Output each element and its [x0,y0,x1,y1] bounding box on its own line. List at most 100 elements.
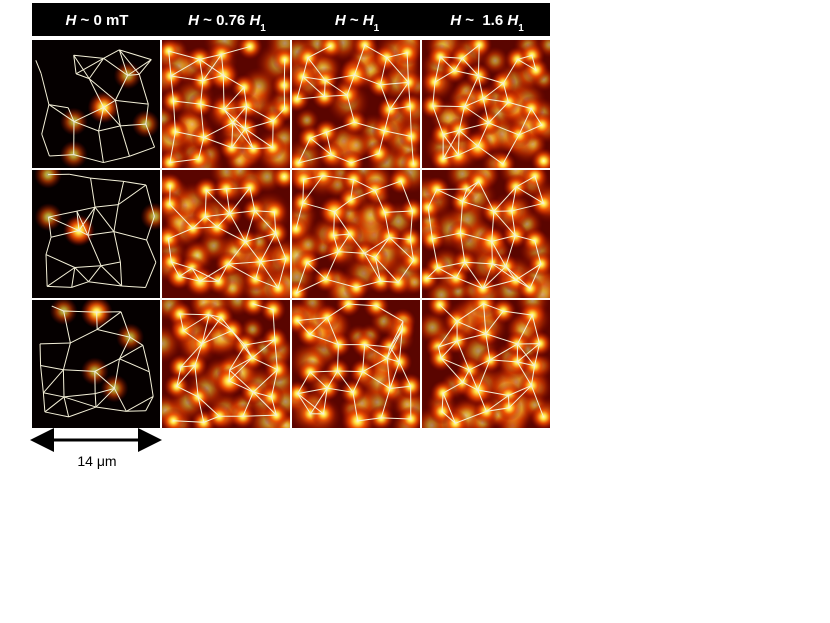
network-edge [98,130,104,163]
network-edge [325,132,332,155]
network-edge [309,317,328,335]
network-edge [482,263,493,289]
network-edge [172,100,176,132]
network-edge [436,188,467,191]
network-edge [88,78,105,108]
network-edge [353,179,376,191]
network-edge [245,232,276,243]
network-edge [389,82,409,110]
network-edge [437,261,465,269]
network-edge [87,231,114,236]
network-edge [327,387,354,393]
network-edge [389,105,411,110]
network-edge [297,371,311,394]
network-edge [333,233,350,236]
network-edge [171,261,193,269]
network-edge [384,130,412,138]
panel [162,170,290,298]
network-edge [46,267,76,287]
network-edge [205,189,231,214]
network-edge [49,154,74,157]
network-edge [503,310,533,316]
network-edge [298,137,311,164]
network-edge [434,56,441,83]
network-edge [63,369,95,372]
network-edge [531,314,540,344]
network-edge [427,189,438,208]
network-edge [507,395,510,408]
network-edge [183,330,203,345]
network-edge [362,344,366,372]
vortex [338,149,365,168]
network-edge [179,313,184,331]
network-edge [251,339,276,359]
network-edge [456,340,470,371]
network-edge [126,396,154,412]
network-edge [459,201,464,234]
network-edge [146,216,155,241]
network-edge [489,359,518,363]
network-edge [45,237,52,255]
panel [422,40,550,168]
network-edge [244,339,275,346]
network-edge [76,210,89,236]
network-edge [464,261,484,289]
network-edge [485,310,504,335]
network-edge [491,235,516,242]
network-edge [427,207,433,239]
network-edge [192,216,206,229]
network-edge [493,186,517,212]
network-edge [384,109,391,132]
network-edge [94,204,119,208]
network-edge [170,75,203,82]
network-edge [431,238,439,268]
network-edge [296,278,327,294]
vortex [292,280,310,298]
network-edge [103,107,121,127]
network-edge [508,101,532,110]
network-edge [477,75,484,99]
network-edge [511,210,516,236]
network-edge [455,262,466,278]
network-edge [120,311,131,338]
network-edge [438,340,458,348]
network-edge [530,385,544,418]
network-edge [216,226,246,243]
network-edge [113,358,120,389]
network-edge [432,105,465,108]
network-edge [145,104,149,125]
network-edge [325,74,355,81]
network-edge [50,230,80,238]
network-edge [203,122,234,138]
network-edge [389,321,404,348]
network-edge [272,309,276,340]
network-edge [225,188,231,214]
vortex [400,150,420,168]
network-edge [249,187,256,211]
network-edge [483,303,504,312]
network-edge [168,50,200,60]
header-part: H [507,12,519,29]
network-edge [63,310,97,313]
network-edge [120,123,146,127]
network-edge [426,277,457,280]
panel [422,170,550,298]
vortex [363,300,390,319]
network-edge [200,103,225,110]
network-edge [337,370,354,393]
network-edge [255,261,262,280]
network-edge [245,241,261,263]
network-edge [71,267,76,288]
network-edge [466,181,480,190]
network-edge [39,343,42,366]
vortex [521,170,548,190]
network-edge [69,173,91,179]
network-edge [462,369,470,383]
network-edge [94,393,97,408]
network-edge [458,130,479,147]
vortex [240,300,267,317]
network-edge [478,75,504,84]
network-edge [389,236,411,241]
network-edge [491,241,493,264]
